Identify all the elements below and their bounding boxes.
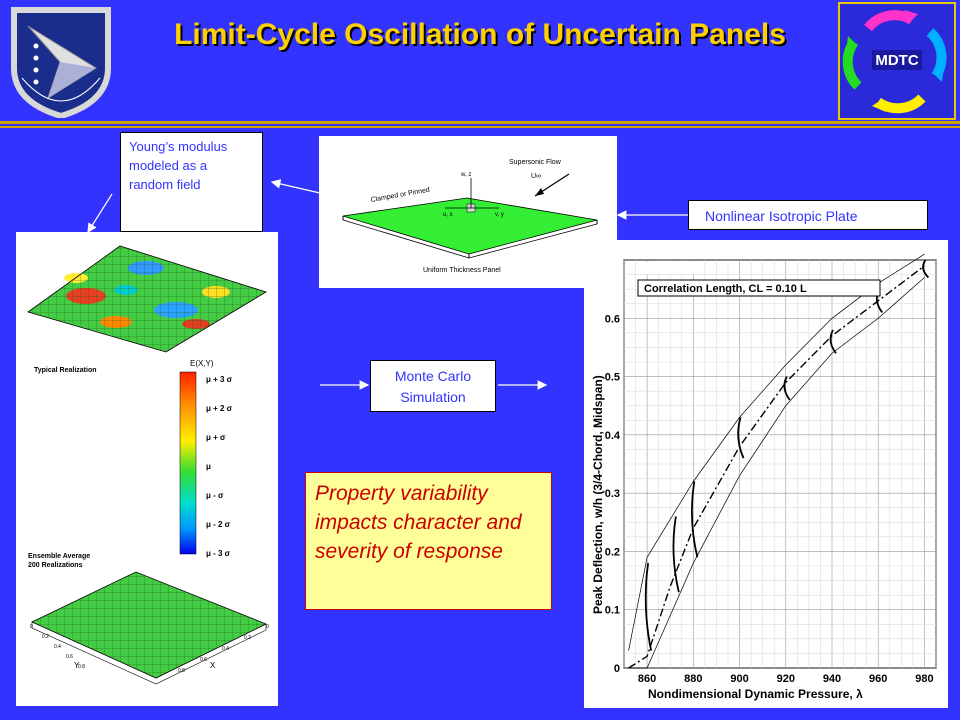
colorbar-tick-label: μ xyxy=(206,462,211,471)
y-tick-label: 0.6 xyxy=(605,313,620,325)
header-rule-top xyxy=(0,121,960,124)
axis-tick-label: 0 xyxy=(30,624,33,630)
y-tick-label: 0.5 xyxy=(605,372,620,384)
u-inf-label: U∞ xyxy=(531,173,541,180)
header-rule-bottom xyxy=(0,126,960,128)
colorbar-tick-label: μ - σ xyxy=(206,491,224,500)
axis-tick-label: 0.8 xyxy=(178,668,185,674)
axis-tick-label: 0 xyxy=(266,624,269,630)
star-icon xyxy=(33,55,39,61)
star-icon xyxy=(33,67,39,73)
deflection-chart-panel: 860 880 900 920 940 960 980 0 0.1 0.2 0.3 0.4 0.5 0.6… xyxy=(584,240,948,708)
afrl-shield-logo xyxy=(11,7,111,118)
colorbar xyxy=(179,371,197,555)
colorbar-tick-label: μ - 2 σ xyxy=(206,520,231,529)
axis-tick-label: 0.2 xyxy=(244,635,251,641)
sample-response-curve xyxy=(829,329,837,354)
colorbar-title: E(X,Y) xyxy=(190,359,214,368)
axis-x-label: X xyxy=(210,661,216,670)
sample-response-curve xyxy=(644,562,652,651)
vy-label: v, y xyxy=(495,212,504,218)
colorbar-tick-label: μ + 2 σ xyxy=(206,404,233,413)
lower-bound-line xyxy=(628,277,925,669)
nonlinear-plate-label: Nonlinear Isotropic Plate xyxy=(688,200,928,230)
random-field-panel: Typical Realization E(X,Y) μ + 3 σ μ + 2 … xyxy=(16,232,278,706)
y-tick-label: 0.3 xyxy=(605,488,620,500)
x-tick-label: 980 xyxy=(915,673,933,685)
monte-carlo-label: Monte Carlo Simulation xyxy=(370,360,496,412)
colorbar-tick-label: μ + σ xyxy=(206,433,226,442)
clamped-label: Clamped or Pinned xyxy=(370,187,430,204)
sample-response-curve xyxy=(737,417,745,459)
chart-ticks: 860 880 900 920 940 960 980 0 0.1 0.2 0.3 0.4 0.5 0.6 xyxy=(605,313,934,685)
x-tick-label: 860 xyxy=(638,673,656,685)
chart-y-axis-label: Peak Deflection, w/h (3/4-Chord, Midspan… xyxy=(591,375,605,614)
mdtc-logo: MDTC xyxy=(838,2,956,120)
sample-response-curve xyxy=(922,259,930,279)
star-icon xyxy=(33,79,39,85)
x-tick-label: 960 xyxy=(869,673,887,685)
sample-response-curve xyxy=(783,376,791,401)
ensemble-label-line2: 200 Realizations xyxy=(28,562,83,569)
chart-title: Correlation Length, CL = 0.10 L xyxy=(644,283,807,295)
property-variability-callout: Property variability impacts character a… xyxy=(305,472,552,610)
axis-tick-label: 0.6 xyxy=(66,654,73,660)
ux-label: u, x xyxy=(443,212,453,218)
wz-label: w, z xyxy=(460,172,471,178)
y-tick-label: 0.2 xyxy=(605,546,620,558)
page-title: Limit-Cycle Oscillation of Uncertain Pan… xyxy=(174,18,786,51)
axis-tick-label: 0.8 xyxy=(78,664,85,670)
axis-y-label: Y xyxy=(74,661,80,670)
ensemble-label-line1: Ensemble Average xyxy=(28,553,90,560)
typical-realization-surface xyxy=(27,245,267,353)
ensemble-axis-ticks: 0 0.2 0.4 0.6 0.8 0 0.2 0.4 0.6 0.8 xyxy=(30,624,269,674)
sample-response-curve xyxy=(691,481,699,558)
colorbar-tick-label: μ - 3 σ xyxy=(206,549,231,558)
x-tick-label: 920 xyxy=(777,673,795,685)
axis-tick-label: 0.2 xyxy=(42,634,49,640)
plate-schematic: Supersonic Flow U∞ Clamped or Pinned w, … xyxy=(342,159,598,274)
plate-schematic-panel: Supersonic Flow U∞ Clamped or Pinned w, … xyxy=(319,136,617,288)
deflection-chart: 860 880 900 920 940 960 980 0 0.1 0.2 0.3 0.4 0.5 0.6… xyxy=(591,253,937,701)
mdtc-logo-text: MDTC xyxy=(875,52,918,69)
correlation-length-box xyxy=(637,279,881,297)
random-field-figure: Typical Realization E(X,Y) μ + 3 σ μ + 2 … xyxy=(27,245,269,685)
y-tick-label: 0.4 xyxy=(605,430,621,442)
axis-tick-label: 0.4 xyxy=(222,646,229,652)
x-tick-label: 940 xyxy=(823,673,841,685)
uniform-panel-label: Uniform Thickness Panel xyxy=(423,267,501,274)
arrow-to-youngs xyxy=(270,179,321,194)
x-tick-label: 900 xyxy=(730,673,748,685)
flow-label: Supersonic Flow xyxy=(509,159,562,166)
star-icon xyxy=(33,43,39,49)
axis-tick-label: 0.6 xyxy=(200,657,207,663)
chart-grid xyxy=(623,259,937,669)
colorbar-tick-label: μ + 3 σ xyxy=(206,375,233,384)
axis-tick-label: 0.4 xyxy=(54,644,61,650)
y-tick-label: 0.1 xyxy=(605,605,620,617)
youngs-modulus-label: Young’s modulus modeled as a random fiel… xyxy=(120,132,263,232)
x-tick-label: 880 xyxy=(684,673,702,685)
colorbar-ticks: μ + 3 σ μ + 2 σ μ + σ μ μ - σ μ - 2 σ μ - 3 σ xyxy=(206,375,233,558)
y-tick-label: 0 xyxy=(614,663,620,675)
chart-x-axis-label: Nondimensional Dynamic Pressure, λ xyxy=(648,687,863,701)
arrow-to-field xyxy=(87,193,113,234)
sample-response-curve xyxy=(672,516,680,593)
typical-realization-label: Typical Realization xyxy=(34,367,97,374)
